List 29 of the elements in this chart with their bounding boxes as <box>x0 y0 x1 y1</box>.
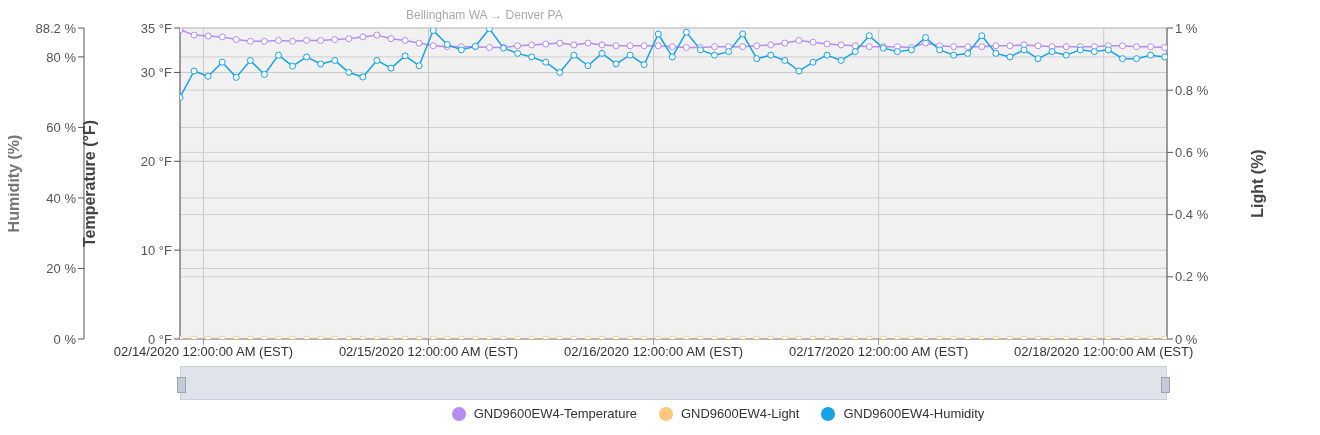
y3-tick-label: 20 % <box>46 261 77 277</box>
y3-tick-label: 0 % <box>53 331 77 347</box>
legend-label: GND9600EW4-Humidity <box>843 406 985 421</box>
y2-tick-label: 1 % <box>1175 20 1198 36</box>
y-tick-label: 30 °F <box>140 65 173 81</box>
y-axis-title: Temperature (°F) <box>80 119 98 248</box>
x-tick-label: 02/17/2020 12:00:00 AM (EST) <box>789 344 969 360</box>
y-tick-label: 35 °F <box>140 20 173 36</box>
y2-tick-label: 0.4 % <box>1175 207 1209 223</box>
x-tick-label: 02/14/2020 12:00:00 AM (EST) <box>113 344 294 360</box>
y3-tick-label: 88.2 % <box>35 20 77 36</box>
y-tick-label: 20 °F <box>140 153 173 169</box>
x-tick-label: 02/16/2020 12:00:00 AM (EST) <box>563 344 744 360</box>
y3-tick-label: 40 % <box>46 190 77 206</box>
y3-tick-label: 60 % <box>46 120 77 136</box>
chart-title: Bellingham WA → Denver PA <box>406 8 563 22</box>
x-tick-label: 02/15/2020 12:00:00 AM (EST) <box>338 344 519 360</box>
y2-tick-label: 0 % <box>1175 331 1198 347</box>
y-tick-label: 0 °F <box>148 331 173 347</box>
legend-label: GND9600EW4-Temperature <box>473 406 637 421</box>
y3-axis-title: Humidity (%) <box>4 134 22 233</box>
y-tick-label: 10 °F <box>140 242 173 258</box>
x-tick-label: 02/18/2020 12:00:00 AM (EST) <box>1014 344 1194 360</box>
y2-tick-label: 0.8 % <box>1175 82 1209 98</box>
y2-tick-label: 0.6 % <box>1175 145 1209 161</box>
y2-tick-label: 0.2 % <box>1175 269 1209 285</box>
y2-axis-title: Light (%) <box>1248 149 1266 218</box>
legend-label: GND9600EW4-Light <box>680 406 800 421</box>
y3-tick-label: 80 % <box>46 49 77 65</box>
